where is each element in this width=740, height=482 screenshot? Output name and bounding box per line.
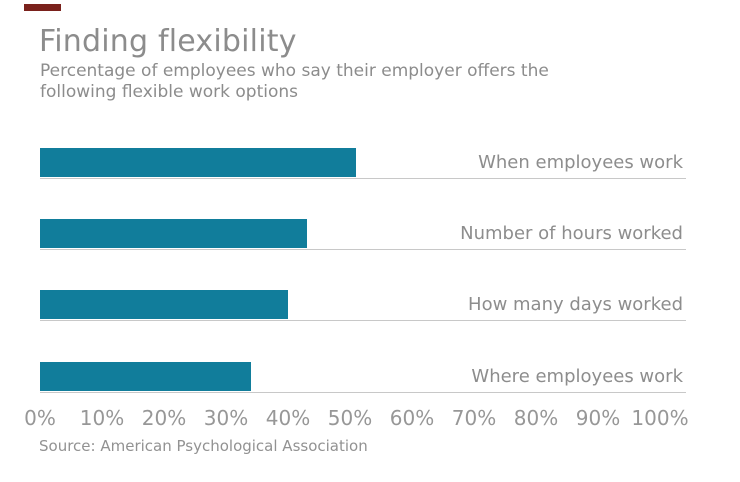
watermark-mark [24, 4, 61, 11]
axis-tick-label: 60% [389, 406, 435, 430]
axis-tick-label: 70% [451, 406, 497, 430]
chart-subtitle-line-2: following flexible work options [40, 82, 299, 102]
bar-number-of-hours-worked [40, 219, 307, 249]
axis-tick-label: 100% [631, 406, 689, 430]
chart-row-where-employees-work: Where employees work [40, 361, 686, 393]
plot-area: When employees work Number of hours work… [40, 0, 686, 482]
axis-tick-label: 0% [24, 406, 56, 430]
axis-tick-label: 30% [203, 406, 249, 430]
axis-tick-label: 20% [141, 406, 187, 430]
chart-subtitle: Percentage of employees who say their em… [40, 61, 549, 103]
category-label: How many days worked [468, 294, 683, 316]
chart-row-number-of-hours-worked: Number of hours worked [40, 219, 686, 251]
category-label: Where employees work [471, 365, 683, 387]
category-label: When employees work [478, 152, 683, 173]
axis-tick-label: 90% [575, 406, 621, 430]
chart-row-when-employees-work: When employees work [40, 148, 686, 179]
axis-tick-label: 10% [79, 406, 125, 430]
category-label: Number of hours worked [460, 223, 683, 245]
axis-tick-label: 50% [327, 406, 373, 430]
axis-tick-label: 40% [265, 406, 311, 430]
source-note: Source: American Psychological Associati… [39, 437, 368, 455]
bar-how-many-days-worked [40, 290, 288, 320]
axis-tick-label: 80% [513, 406, 559, 430]
bar-where-employees-work [40, 361, 251, 391]
bar-when-employees-work [40, 148, 357, 177]
chart-row-how-many-days-worked: How many days worked [40, 290, 686, 322]
x-axis: 0% 10% 20% 30% 40% 50% 60% 70% 80% 90% 1… [24, 406, 689, 430]
chart-subtitle-line-1: Percentage of employees who say their em… [40, 61, 549, 81]
chart-title: Finding flexibility [39, 24, 297, 59]
